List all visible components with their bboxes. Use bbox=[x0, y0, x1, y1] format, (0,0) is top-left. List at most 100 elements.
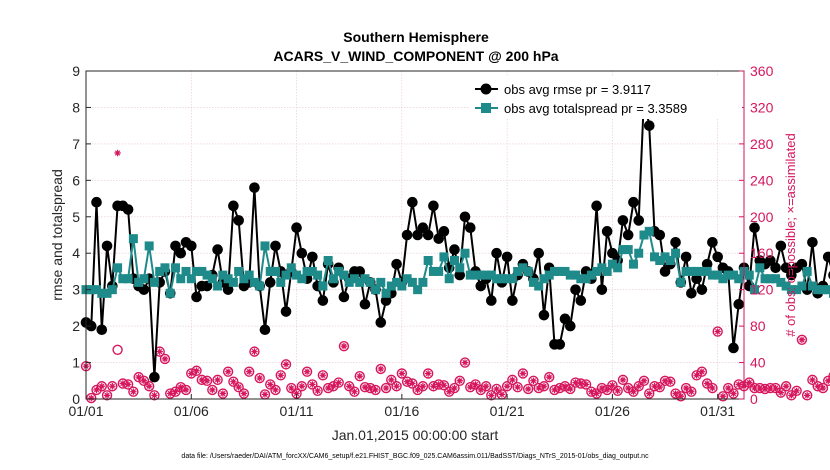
obs-assimilated-point bbox=[825, 377, 830, 384]
obs-possible-point bbox=[507, 374, 518, 386]
obs-assimilated-point bbox=[572, 379, 579, 386]
rmse-point bbox=[96, 324, 108, 336]
legend-spread-label: obs avg totalspread pr = 3.3589 bbox=[504, 101, 687, 116]
obs-assimilated-point bbox=[514, 383, 521, 391]
obs-assimilated-point bbox=[588, 388, 595, 395]
spread-point bbox=[302, 266, 312, 276]
obs-possible-point bbox=[243, 366, 255, 377]
spread-point bbox=[771, 274, 781, 284]
x-tick-label: 01/26 bbox=[595, 403, 630, 419]
obs-possible-point bbox=[222, 366, 234, 377]
spread-point bbox=[202, 270, 212, 280]
spread-point bbox=[460, 248, 470, 258]
obs-assimilated-point bbox=[156, 348, 163, 355]
obs-count-series bbox=[80, 149, 830, 404]
spread-point bbox=[623, 245, 633, 255]
spread-point bbox=[476, 270, 486, 280]
obs-assimilated-point bbox=[646, 390, 653, 397]
spread-point bbox=[144, 241, 154, 251]
obs-assimilated-point bbox=[230, 378, 237, 385]
obs-possible-point bbox=[544, 371, 555, 383]
rmse-point bbox=[85, 320, 97, 332]
spread-point bbox=[397, 281, 407, 291]
x-tick-label: 01/31 bbox=[700, 403, 735, 419]
spread-point bbox=[618, 245, 628, 255]
rmse-point bbox=[454, 269, 466, 281]
obs-possible-point bbox=[791, 385, 802, 396]
spread-point bbox=[102, 288, 112, 298]
obs-assimilated-point bbox=[656, 383, 663, 391]
obs-assimilated-point bbox=[282, 361, 290, 368]
obs-possible-point bbox=[417, 381, 429, 392]
obs-possible-point bbox=[349, 386, 360, 397]
obs-assimilated-point bbox=[756, 384, 763, 392]
spread-point bbox=[155, 266, 165, 276]
rmse-point bbox=[233, 215, 244, 226]
spread-point bbox=[760, 274, 770, 284]
obs-assimilated-point bbox=[777, 389, 785, 396]
spread-point bbox=[823, 285, 830, 295]
y-tick-label: 8 bbox=[72, 99, 80, 115]
obs-assimilated-point bbox=[551, 386, 558, 394]
spread-point bbox=[565, 270, 575, 280]
obs-possible-point bbox=[296, 381, 308, 392]
obs-assimilated-point bbox=[577, 380, 585, 387]
rmse-point bbox=[643, 120, 655, 131]
rmse-point bbox=[538, 309, 550, 321]
obs-assimilated-point bbox=[261, 391, 269, 398]
obs-possible-point bbox=[159, 353, 171, 365]
spread-point bbox=[234, 266, 244, 276]
obs-possible-point bbox=[707, 382, 718, 394]
rmse-point bbox=[807, 236, 818, 248]
obs-possible-point bbox=[717, 391, 729, 402]
spread-point bbox=[176, 274, 186, 284]
obs-possible-point bbox=[512, 381, 523, 393]
obs-assimilated-point bbox=[609, 382, 616, 389]
spread-point bbox=[713, 270, 723, 280]
rmse-point bbox=[691, 273, 702, 285]
obs-assimilated-point bbox=[635, 383, 642, 390]
obs-assimilated-point bbox=[772, 384, 779, 392]
spread-point bbox=[634, 248, 644, 258]
obs-possible-point bbox=[254, 372, 265, 384]
spread-point bbox=[439, 252, 449, 262]
obs-assimilated-point bbox=[693, 372, 700, 379]
obs-assimilated-point bbox=[719, 393, 727, 400]
obs-possible-point bbox=[86, 392, 97, 404]
obs-assimilated-point bbox=[377, 365, 384, 373]
spread-point bbox=[149, 277, 159, 287]
rmse-point bbox=[501, 251, 513, 263]
obs-possible-point bbox=[517, 368, 529, 379]
obs-assimilated-point bbox=[461, 359, 469, 366]
spread-point bbox=[555, 266, 565, 276]
rmse-point bbox=[401, 229, 413, 241]
obs-possible-point bbox=[149, 390, 160, 401]
spread-point bbox=[213, 281, 223, 291]
spread-point bbox=[381, 288, 391, 298]
spread-point bbox=[549, 266, 559, 276]
obs-possible-point bbox=[565, 383, 576, 395]
obs-assimilated-point bbox=[767, 384, 774, 392]
x-tick-label: 01/06 bbox=[174, 403, 209, 419]
obs-possible-point bbox=[728, 388, 739, 399]
axes: 0 1 2 3 4 5 6 7 8 9 0 40 80 120 160 200 240 280 320 360 01/0… bbox=[68, 63, 773, 419]
obs-assimilated-point bbox=[361, 383, 369, 391]
rmse-point bbox=[554, 339, 566, 350]
rmse-point bbox=[491, 247, 502, 259]
obs-possible-point bbox=[633, 381, 644, 392]
spread-point bbox=[576, 274, 586, 284]
spread-point bbox=[123, 274, 133, 284]
obs-assimilated-point bbox=[540, 383, 548, 390]
obs-possible-point bbox=[396, 368, 408, 379]
obs-possible-point bbox=[401, 376, 413, 387]
rmse-point bbox=[701, 258, 713, 270]
obs-possible-point bbox=[207, 384, 218, 396]
obs-assimilated-point bbox=[98, 383, 105, 390]
obs-assimilated-point bbox=[467, 383, 474, 391]
y2-tick-label: 280 bbox=[750, 136, 774, 152]
spread-point bbox=[750, 285, 760, 295]
y2-tick-label: 200 bbox=[750, 209, 774, 225]
obs-assimilated-point bbox=[761, 385, 769, 393]
spread-point bbox=[586, 270, 596, 280]
obs-assimilated-point bbox=[298, 383, 306, 390]
